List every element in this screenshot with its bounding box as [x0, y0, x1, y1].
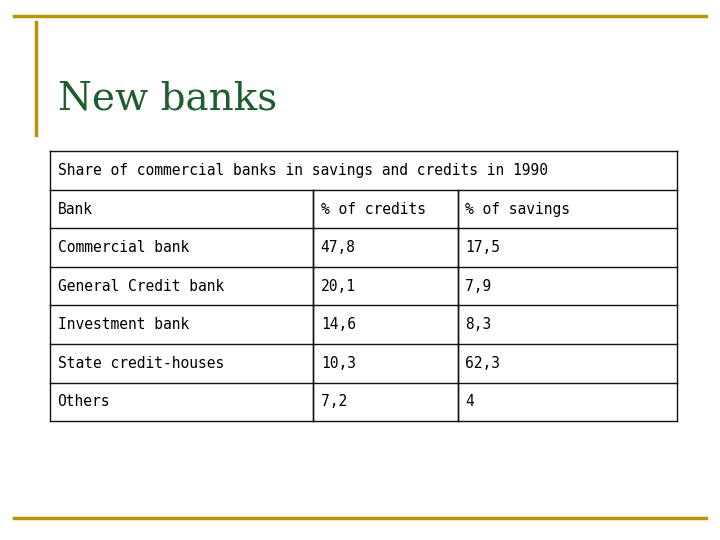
Text: 4: 4 — [465, 394, 474, 409]
Text: New banks: New banks — [58, 81, 276, 118]
Text: 14,6: 14,6 — [320, 318, 356, 332]
Text: 7,2: 7,2 — [320, 394, 347, 409]
Text: 7,9: 7,9 — [465, 279, 491, 294]
Text: Investment bank: Investment bank — [58, 318, 189, 332]
Text: % of savings: % of savings — [465, 201, 570, 217]
Text: 17,5: 17,5 — [465, 240, 500, 255]
Text: Others: Others — [58, 394, 110, 409]
Text: % of credits: % of credits — [320, 201, 426, 217]
Text: 10,3: 10,3 — [320, 356, 356, 371]
Text: General Credit bank: General Credit bank — [58, 279, 224, 294]
Text: Bank: Bank — [58, 201, 93, 217]
Text: Share of commercial banks in savings and credits in 1990: Share of commercial banks in savings and… — [58, 163, 548, 178]
Text: 62,3: 62,3 — [465, 356, 500, 371]
Text: Commercial bank: Commercial bank — [58, 240, 189, 255]
Text: 47,8: 47,8 — [320, 240, 356, 255]
Text: State credit-houses: State credit-houses — [58, 356, 224, 371]
Text: 20,1: 20,1 — [320, 279, 356, 294]
Text: 8,3: 8,3 — [465, 318, 491, 332]
